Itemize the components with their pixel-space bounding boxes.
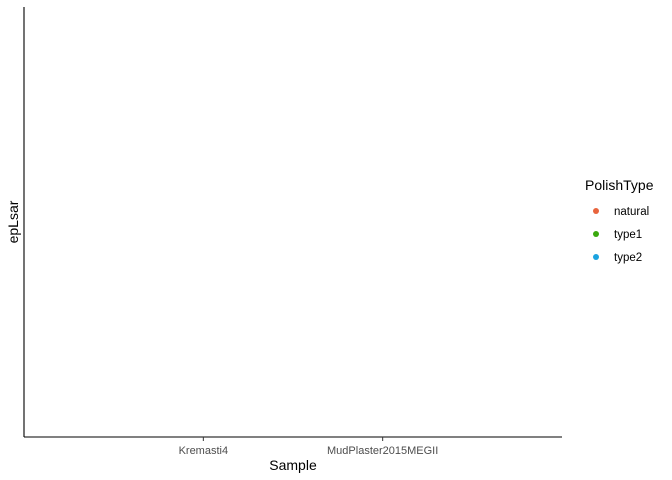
legend-entry-label: natural [614,206,649,218]
legend-entry-label: type1 [614,229,642,241]
legend-key-point [593,254,599,260]
x-axis-title: Sample [269,457,317,473]
legend-entries: natural type1 type2 [593,206,649,264]
x-tick-label: MudPlaster2015MEGII [327,445,438,457]
legend-key-point [593,208,599,214]
legend-title: PolishType [585,177,654,193]
x-ticks: Kremasti4 MudPlaster2015MEGII [179,437,438,457]
legend: PolishType natural type1 type2 [585,177,654,264]
plot-panel: Kremasti4 MudPlaster2015MEGII [23,7,562,457]
legend-entry-label: type2 [614,252,642,264]
legend-key-point [593,231,599,237]
x-tick-label: Kremasti4 [179,445,229,457]
y-axis-title: epLsar [5,200,21,243]
